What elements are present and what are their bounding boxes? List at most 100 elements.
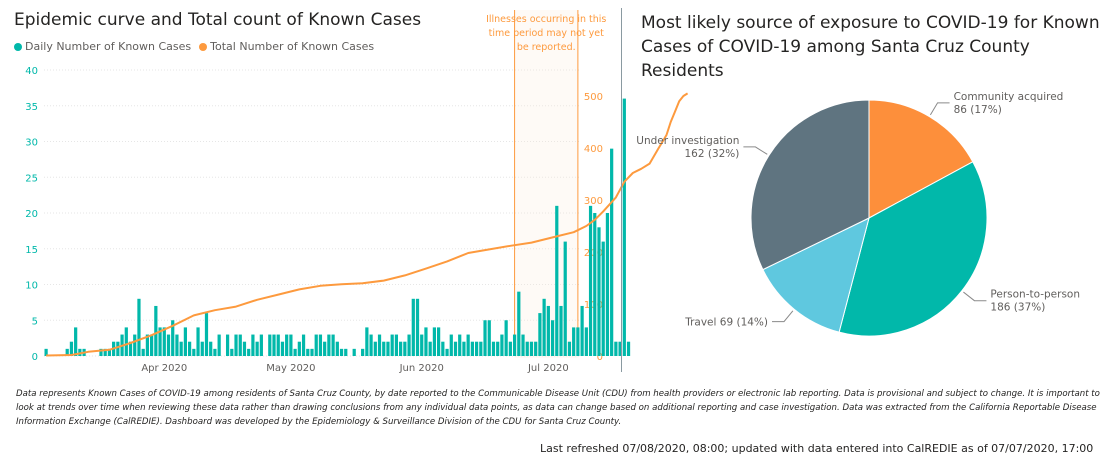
daily-bar — [268, 334, 272, 356]
daily-bar — [251, 334, 255, 356]
annotation-line: Illnesses occurring in this — [486, 14, 606, 25]
daily-bar — [399, 341, 403, 356]
pie-leader-line — [963, 291, 987, 302]
daily-bar — [230, 348, 234, 356]
daily-bar — [276, 334, 280, 356]
daily-bar — [99, 348, 103, 356]
daily-bar — [247, 348, 251, 356]
daily-bar — [555, 205, 559, 356]
daily-bar — [597, 227, 601, 356]
daily-bar — [310, 348, 314, 356]
right-axis-tick-label: 0 — [597, 352, 603, 363]
left-axis-tick-label: 35 — [25, 102, 38, 113]
pie-slice — [750, 99, 870, 271]
daily-bar — [344, 348, 348, 356]
daily-bar — [441, 341, 445, 356]
daily-bar — [394, 334, 399, 356]
reporting-lag-annotation: Illnesses occurring in this time period m… — [486, 14, 606, 53]
pie-slice — [762, 217, 870, 333]
daily-bar — [196, 327, 200, 356]
legend-item-total[interactable]: Total Number of Known Cases — [199, 40, 374, 53]
daily-bar — [116, 341, 120, 356]
daily-bar — [420, 334, 424, 356]
daily-bar — [200, 341, 204, 356]
daily-bar — [390, 334, 394, 356]
right-axis-tick-label: 500 — [584, 92, 603, 103]
daily-bar — [69, 341, 74, 356]
left-axis-tick-label: 25 — [25, 173, 38, 184]
daily-bar — [74, 327, 78, 356]
daily-bar — [453, 341, 458, 356]
daily-bar — [255, 341, 259, 356]
daily-bar — [238, 334, 242, 356]
daily-bar — [605, 213, 610, 356]
daily-bar — [306, 348, 310, 356]
daily-bar — [622, 98, 626, 356]
daily-bar — [352, 348, 356, 356]
daily-bar — [377, 334, 382, 356]
daily-bar — [550, 320, 555, 356]
daily-bar — [314, 334, 318, 356]
daily-bar — [584, 327, 588, 356]
daily-bar — [234, 334, 238, 356]
daily-bar — [65, 348, 69, 356]
daily-bar — [403, 341, 407, 356]
daily-bar — [538, 313, 542, 356]
legend-item-daily[interactable]: Daily Number of Known Cases — [14, 40, 191, 53]
daily-bar — [217, 334, 221, 356]
pie-leader-line — [772, 310, 794, 323]
daily-bar — [588, 205, 593, 356]
daily-bar — [559, 305, 563, 356]
pie-slice — [838, 161, 988, 337]
pie-slice — [868, 99, 974, 219]
left-y-axis: 0 5 10 15 20 25 30 35 40 — [25, 66, 38, 363]
daily-bar — [449, 334, 453, 356]
daily-bar — [323, 341, 327, 356]
left-axis-tick-label: 0 — [32, 352, 38, 363]
daily-bar — [272, 334, 276, 356]
pie-chart-title-line2: Cases of COVID-19 among Santa Cruz Count… — [641, 37, 1030, 81]
pie-label: 186 (37%) — [990, 302, 1045, 314]
daily-bar — [529, 341, 534, 356]
x-axis-tick-label: May 2020 — [266, 363, 315, 374]
left-axis-tick-label: 15 — [25, 245, 38, 256]
annotation-line: be reported. — [517, 42, 576, 53]
daily-bar — [504, 320, 508, 356]
daily-bar — [428, 341, 432, 356]
daily-bar — [407, 334, 411, 356]
daily-bar — [517, 291, 521, 356]
daily-bar — [179, 341, 183, 356]
daily-bar — [525, 341, 529, 356]
daily-bar — [293, 348, 297, 356]
daily-bar — [466, 334, 470, 356]
daily-bar — [133, 334, 137, 356]
x-axis-tick-label: Jun 2020 — [399, 363, 444, 374]
annotation-line: time period may not yet — [489, 28, 605, 39]
daily-bar — [297, 341, 301, 356]
daily-bar — [508, 341, 512, 356]
daily-bar — [204, 313, 209, 356]
epi-chart-title: Epidemic curve and Total count of Known … — [14, 10, 422, 30]
daily-bar — [365, 327, 369, 356]
daily-bar — [567, 341, 572, 356]
daily-bar — [479, 341, 483, 356]
daily-bar — [103, 348, 107, 356]
daily-bar — [171, 320, 175, 356]
pie-slices — [750, 99, 988, 337]
pie-leader-line — [743, 146, 768, 155]
daily-bar — [145, 334, 150, 356]
daily-bar — [614, 341, 618, 356]
daily-bar — [382, 341, 386, 356]
daily-bar — [470, 341, 474, 356]
daily-bar — [213, 348, 217, 356]
x-axis: Apr 2020 May 2020 Jun 2020 Jul 2020 — [141, 363, 568, 374]
pie-label: Travel 69 (14%) — [684, 317, 768, 329]
daily-bar — [301, 334, 306, 356]
daily-bar — [445, 348, 449, 356]
daily-bar — [158, 327, 162, 356]
daily-bar — [141, 348, 145, 356]
daily-bar — [432, 327, 437, 356]
daily-bar — [415, 298, 420, 356]
footnote: Data represents Known Cases of COVID-19 … — [16, 389, 1100, 427]
